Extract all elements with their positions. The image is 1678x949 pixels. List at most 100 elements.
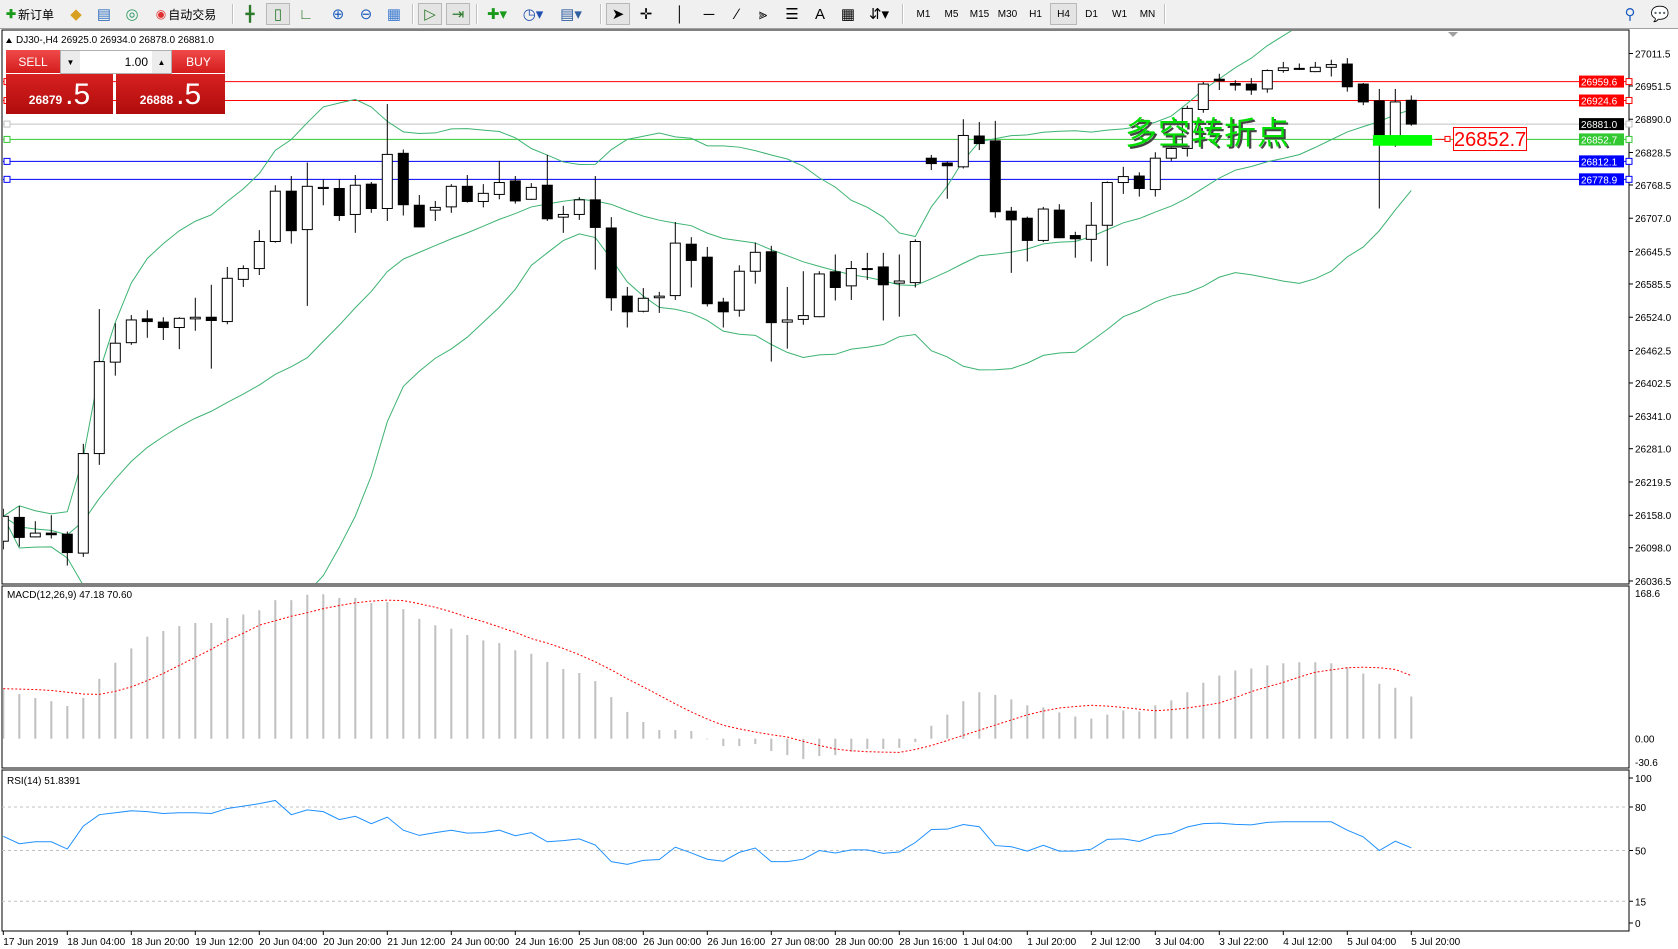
text-label-icon[interactable]: ▦ bbox=[840, 6, 856, 23]
candle bbox=[285, 176, 297, 244]
candle-body bbox=[61, 533, 73, 554]
candle bbox=[429, 200, 441, 221]
auto-trading-button[interactable]: ◉ 自动交易 bbox=[148, 3, 224, 25]
time-tick-label: 28 Jun 16:00 bbox=[899, 937, 957, 948]
chart-annotation-text[interactable]: 多空转折点 bbox=[1125, 114, 1291, 152]
price-tick-label: 26402.5 bbox=[1635, 379, 1672, 390]
line-anchor-left bbox=[3, 157, 11, 165]
time-tick-label: 1 Jul 20:00 bbox=[1027, 937, 1076, 948]
candle bbox=[1325, 59, 1337, 77]
auto-scroll-icon[interactable]: ▷ bbox=[418, 3, 442, 25]
signals-icon[interactable]: ◎ bbox=[125, 6, 139, 23]
text-tool-icon[interactable]: A bbox=[808, 3, 832, 25]
fibonacci-icon[interactable]: ☰ bbox=[785, 6, 799, 23]
timeframe-m30[interactable]: M30 bbox=[997, 8, 1018, 20]
vertical-line-icon[interactable]: │ bbox=[675, 5, 685, 23]
candle-body bbox=[189, 316, 201, 320]
rsi-line bbox=[3, 799, 1412, 865]
line-anchor-left bbox=[3, 120, 11, 128]
candle bbox=[829, 254, 841, 301]
indicators-dropdown-icon[interactable]: ✚▾ bbox=[486, 6, 508, 23]
candle bbox=[733, 265, 745, 317]
candle bbox=[765, 245, 777, 362]
candle bbox=[381, 104, 393, 221]
tile-windows-icon[interactable]: ▦ bbox=[386, 6, 402, 23]
candle-body bbox=[317, 186, 329, 189]
macd-axis-label: 168.6 bbox=[1635, 589, 1660, 600]
templates-icon[interactable]: ▤▾ bbox=[560, 6, 582, 23]
candle bbox=[1133, 172, 1145, 197]
candle-body bbox=[413, 204, 425, 228]
chart-shift-icon[interactable]: ⇥ bbox=[446, 3, 470, 25]
trendline-icon[interactable]: ∕ bbox=[735, 5, 739, 23]
timeframe-m5[interactable]: M5 bbox=[944, 8, 959, 20]
candle bbox=[77, 443, 89, 557]
candle-body bbox=[989, 140, 1001, 213]
buy-button[interactable]: BUY bbox=[172, 50, 225, 74]
horizontal-line-icon[interactable]: ─ bbox=[703, 5, 715, 23]
candle-body bbox=[1261, 70, 1273, 90]
candle-body bbox=[1021, 217, 1033, 241]
candle bbox=[541, 154, 553, 221]
line-anchor-left bbox=[3, 135, 11, 143]
candle-body bbox=[557, 213, 569, 218]
candle bbox=[685, 237, 697, 288]
timeframe-h4[interactable]: H4 bbox=[1050, 3, 1077, 25]
timeframe-h1[interactable]: H1 bbox=[1029, 8, 1042, 20]
candle-body bbox=[877, 266, 889, 286]
timeframe-m15[interactable]: M15 bbox=[969, 8, 990, 20]
zoom-out-icon[interactable]: ⊖ bbox=[359, 6, 373, 23]
price-line-label-bg bbox=[1579, 94, 1624, 107]
lot-decrease-button[interactable]: ▼ bbox=[61, 51, 80, 73]
line-anchor-right bbox=[1625, 135, 1633, 143]
price-tick-label: 26828.5 bbox=[1635, 149, 1672, 160]
buy-price-box[interactable]: 26888 .5 bbox=[116, 74, 225, 114]
arrows-dropdown-icon[interactable]: ⇵▾ bbox=[868, 6, 890, 23]
candle bbox=[253, 230, 265, 276]
sell-price-box[interactable]: 26879 .5 bbox=[6, 74, 113, 114]
timeframe-d1[interactable]: D1 bbox=[1085, 8, 1098, 20]
candle-body bbox=[925, 157, 937, 165]
price-label-box[interactable]: 26852.7 bbox=[1453, 127, 1527, 151]
time-tick-label: 27 Jun 08:00 bbox=[771, 937, 829, 948]
one-click-trading-panel: SELL ▼ 1.00 ▲ BUY 26879 .5 26888 .5 bbox=[6, 50, 225, 114]
rsi-axis-label: 50 bbox=[1635, 847, 1647, 858]
candlestick-chart-icon[interactable]: ▯ bbox=[266, 3, 290, 25]
line-chart-icon[interactable]: ∟ bbox=[298, 5, 314, 23]
periods-clock-icon[interactable]: ◷▾ bbox=[522, 6, 544, 23]
cursor-icon[interactable]: ➤ bbox=[606, 3, 630, 25]
chat-icon[interactable]: 💬 bbox=[1650, 6, 1670, 23]
toolbar-separator bbox=[902, 4, 904, 24]
time-tick-label: 24 Jun 00:00 bbox=[451, 937, 509, 948]
equidistant-channel-icon[interactable]: ⫸ bbox=[758, 5, 768, 23]
timeframe-w1[interactable]: W1 bbox=[1112, 8, 1127, 20]
market-watch-icon[interactable]: ◆ bbox=[70, 6, 82, 23]
lot-size-stepper[interactable]: ▼ 1.00 ▲ bbox=[60, 50, 172, 74]
candle-body bbox=[957, 134, 969, 168]
price-tick-label: 26890.0 bbox=[1635, 115, 1672, 126]
rsi-axis-label: 80 bbox=[1635, 803, 1647, 814]
candle bbox=[1069, 231, 1081, 258]
crosshair-icon[interactable]: ✛ bbox=[639, 6, 653, 23]
price-line-label-bg bbox=[1579, 173, 1624, 186]
lot-increase-button[interactable]: ▲ bbox=[152, 51, 171, 73]
bar-chart-icon[interactable]: ╋ bbox=[245, 6, 255, 23]
navigator-icon[interactable]: ▤ bbox=[96, 6, 112, 23]
timeframe-m1[interactable]: M1 bbox=[916, 8, 931, 20]
chart-header: DJ30-,H4 26925.0 26934.0 26878.0 26881.0 bbox=[16, 35, 214, 46]
new-order-button[interactable]: ✚ 新订单 bbox=[2, 3, 58, 25]
sell-button[interactable]: SELL bbox=[6, 50, 60, 74]
candle bbox=[61, 531, 73, 566]
candle-body bbox=[125, 319, 137, 344]
zoom-in-icon[interactable]: ⊕ bbox=[331, 6, 345, 23]
price-line-label: 26852.7 bbox=[1581, 135, 1618, 146]
search-icon[interactable]: ⚲ bbox=[1624, 6, 1636, 23]
support-zone bbox=[1372, 135, 1433, 146]
candle-body bbox=[1181, 107, 1193, 149]
candle bbox=[29, 521, 41, 538]
timeframe-mn[interactable]: MN bbox=[1139, 8, 1156, 20]
candle-body bbox=[1117, 176, 1129, 184]
candle bbox=[941, 161, 953, 199]
lot-size-input[interactable]: 1.00 bbox=[80, 51, 152, 73]
